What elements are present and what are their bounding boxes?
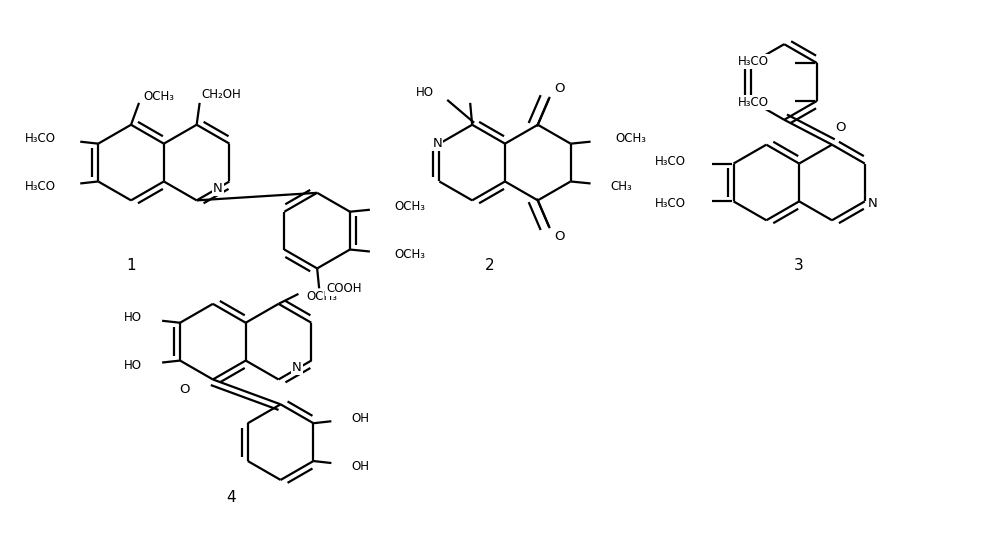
Text: H₃CO: H₃CO — [738, 55, 769, 68]
Text: O: O — [180, 383, 190, 397]
Text: HO: HO — [124, 311, 142, 324]
Text: 4: 4 — [226, 490, 236, 505]
Text: O: O — [835, 121, 845, 134]
Text: OCH₃: OCH₃ — [143, 90, 174, 103]
Text: OH: OH — [351, 412, 369, 425]
Text: H₃CO: H₃CO — [655, 155, 686, 168]
Text: HO: HO — [124, 359, 142, 372]
Text: OCH₃: OCH₃ — [395, 200, 426, 213]
Text: H₃CO: H₃CO — [655, 197, 686, 210]
Text: 1: 1 — [126, 258, 136, 272]
Text: CH₃: CH₃ — [611, 180, 632, 193]
Text: H₃CO: H₃CO — [25, 180, 56, 193]
Text: CH₂OH: CH₂OH — [202, 89, 241, 101]
Text: HO: HO — [416, 86, 434, 100]
Text: H₃CO: H₃CO — [25, 132, 56, 145]
Text: COOH: COOH — [326, 282, 362, 295]
Text: N: N — [432, 137, 442, 150]
Text: OCH₃: OCH₃ — [395, 248, 426, 261]
Text: H₃CO: H₃CO — [738, 96, 769, 109]
Text: 3: 3 — [794, 258, 804, 272]
Text: N: N — [213, 183, 223, 195]
Text: O: O — [554, 83, 565, 95]
Text: O: O — [554, 230, 565, 243]
Text: 2: 2 — [485, 258, 495, 272]
Text: OCH₃: OCH₃ — [307, 290, 338, 303]
Text: OCH₃: OCH₃ — [615, 132, 646, 145]
Text: OH: OH — [351, 459, 369, 473]
Text: N: N — [868, 197, 878, 210]
Text: N: N — [292, 360, 302, 374]
